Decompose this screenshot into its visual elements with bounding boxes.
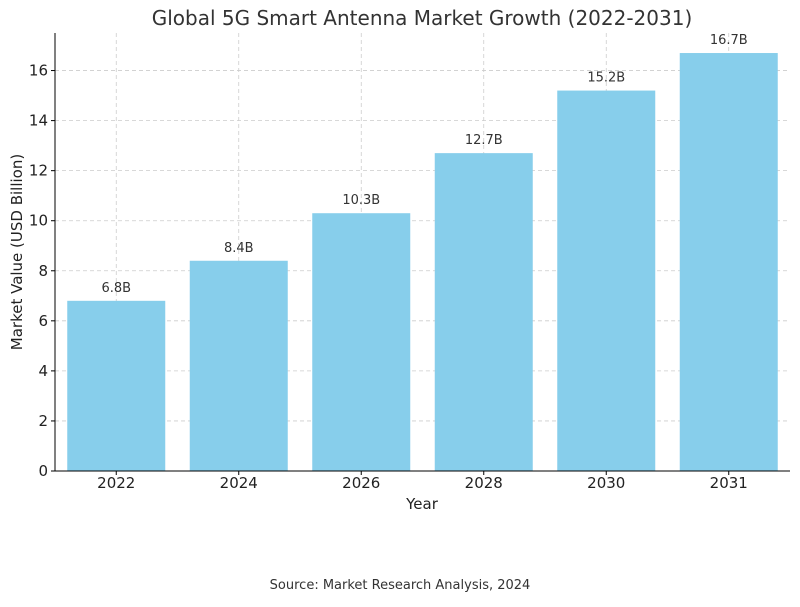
bar-2028: [434, 153, 533, 471]
y-tick-label: 4: [38, 362, 48, 380]
source-note: Source: Market Research Analysis, 2024: [269, 578, 531, 593]
data-label-2026: 10.3B: [342, 193, 380, 208]
x-tick-label: 2024: [220, 474, 258, 492]
data-label-2024: 8.4B: [224, 241, 254, 256]
y-tick-label: 2: [38, 412, 48, 430]
chart-title: Global 5G Smart Antenna Market Growth (2…: [152, 6, 693, 30]
data-labels: 6.8B 8.4B 10.3B 12.7B 15.2B 16.7B: [101, 33, 747, 296]
bar-2024: [189, 260, 288, 471]
y-tick-label: 16: [29, 62, 48, 80]
data-label-2028: 12.7B: [465, 133, 503, 148]
y-tick-label: 12: [29, 162, 48, 180]
bar-2030: [557, 90, 656, 472]
bar-2026: [312, 213, 411, 471]
x-tick-labels: 2022 2024 2026 2028 2030 2031: [97, 471, 748, 492]
x-axis-label: Year: [405, 495, 439, 513]
y-axis-label: Market Value (USD Billion): [8, 154, 26, 350]
x-tick-label: 2022: [97, 474, 135, 492]
y-tick-labels: 0 2 4 6 8 10 12 14 16: [29, 62, 55, 480]
y-tick-label: 10: [29, 212, 48, 230]
y-tick-label: 0: [38, 462, 48, 480]
data-label-2022: 6.8B: [101, 281, 131, 296]
data-label-2030: 15.2B: [587, 71, 625, 86]
y-tick-label: 8: [38, 262, 48, 280]
axes: [54, 33, 790, 472]
data-label-2031: 16.7B: [710, 33, 748, 48]
bar-2031: [679, 53, 778, 471]
bars: [67, 53, 778, 472]
x-tick-label: 2028: [465, 474, 503, 492]
x-tick-label: 2031: [710, 474, 748, 492]
y-tick-label: 14: [29, 112, 48, 130]
x-tick-label: 2026: [342, 474, 380, 492]
y-tick-label: 6: [38, 312, 48, 330]
x-tick-label: 2030: [587, 474, 625, 492]
bar-2022: [67, 300, 166, 471]
